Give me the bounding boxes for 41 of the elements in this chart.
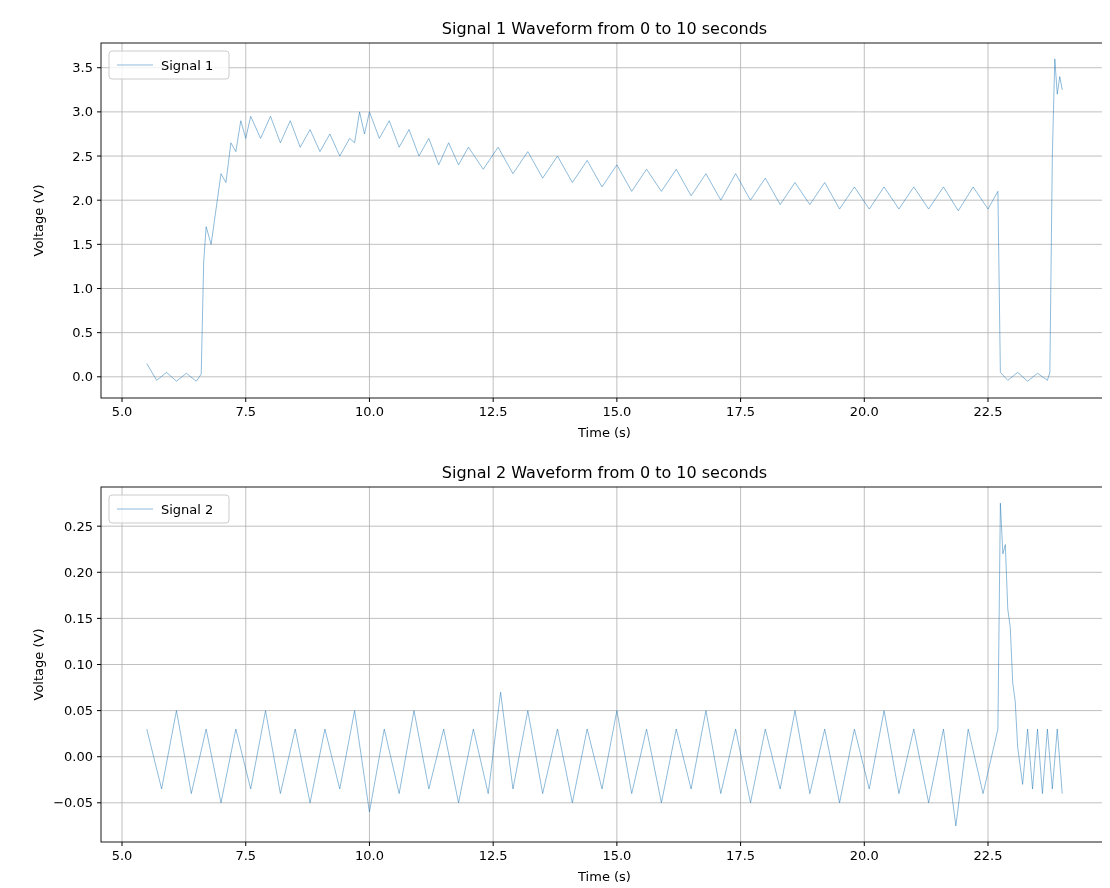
x-tick-label: 10.0 <box>354 848 384 863</box>
x-axis-title: Time (s) <box>577 869 631 884</box>
y-tick-label: 0.20 <box>64 564 93 580</box>
y-tick-label: 0.5 <box>72 325 93 341</box>
line-series <box>146 502 1063 827</box>
y-tick-label: 0.15 <box>64 610 93 626</box>
line-series <box>146 58 1063 382</box>
y-tick-label: 1.5 <box>72 236 93 252</box>
x-tick-label: 7.5 <box>235 404 257 419</box>
y-tick-label: 2.5 <box>72 148 93 164</box>
chart-title: Signal 2 Waveform from 0 to 10 seconds <box>441 463 768 482</box>
x-tick-label: 5.0 <box>111 404 133 419</box>
y-tick-label: 0.05 <box>64 703 93 719</box>
y-tick-label: 3.5 <box>72 60 93 76</box>
y-tick-label: 1.0 <box>72 281 93 297</box>
x-tick-label: 15.0 <box>602 404 632 419</box>
legend-label: Signal 2 <box>161 501 214 517</box>
x-tick-label: 7.5 <box>235 848 257 863</box>
y-tick-label: 3.0 <box>72 104 93 120</box>
y-axis-title: Voltage (V) <box>31 184 46 257</box>
x-tick-label: 15.0 <box>602 848 632 863</box>
x-tick-label: 12.5 <box>478 848 508 863</box>
x-tick-label: 5.0 <box>111 848 133 863</box>
legend-label: Signal 1 <box>161 57 214 73</box>
x-tick-label: 12.5 <box>478 404 508 419</box>
y-axis-title: Voltage (V) <box>31 628 46 701</box>
y-tick-label: 0.00 <box>64 749 93 765</box>
x-axis-title: Time (s) <box>577 425 631 440</box>
chart-title: Signal 1 Waveform from 0 to 10 seconds <box>441 19 768 38</box>
y-tick-label: −0.05 <box>53 795 93 811</box>
x-tick-label: 20.0 <box>849 848 879 863</box>
y-tick-label: 2.0 <box>72 192 93 208</box>
y-tick-label: 0.10 <box>64 657 93 673</box>
x-tick-label: 17.5 <box>726 404 756 419</box>
x-tick-label: 17.5 <box>726 848 756 863</box>
y-tick-label: 0.25 <box>64 518 93 534</box>
x-tick-label: 22.5 <box>973 848 1003 863</box>
y-tick-label: 0.0 <box>72 369 93 385</box>
x-tick-label: 22.5 <box>973 404 1003 419</box>
x-tick-label: 10.0 <box>354 404 384 419</box>
x-tick-label: 20.0 <box>849 404 879 419</box>
